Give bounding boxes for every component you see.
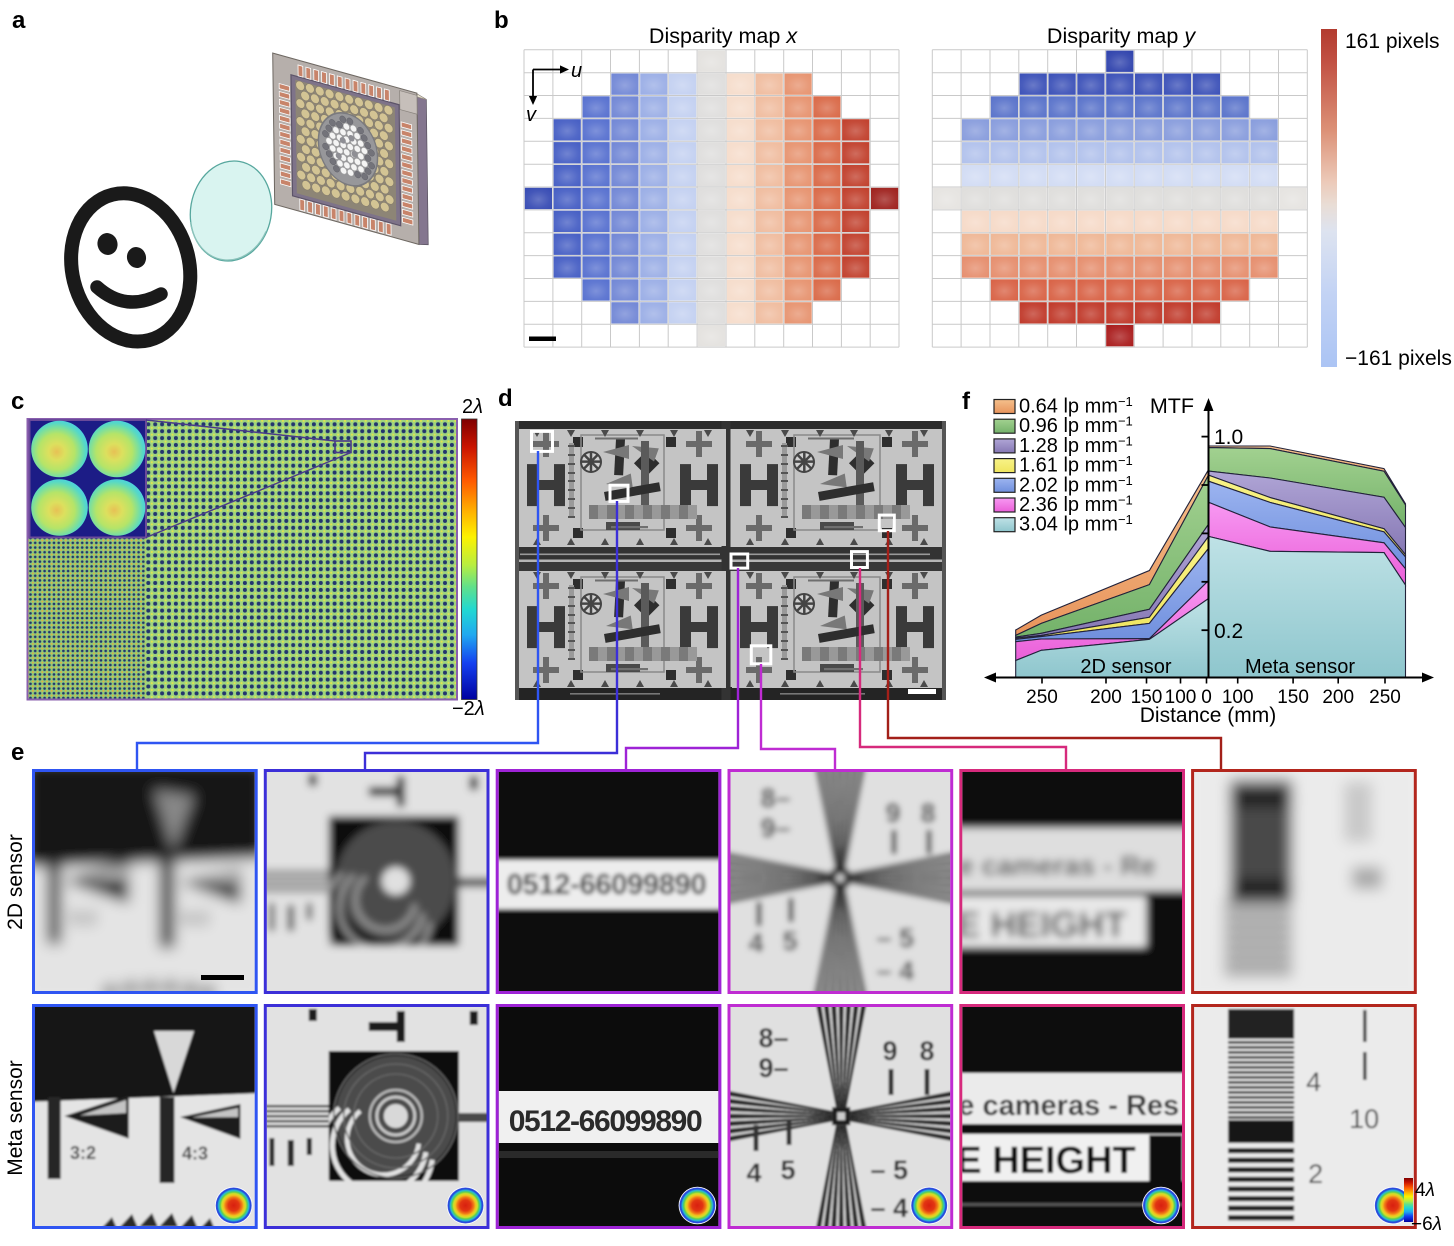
svg-text:0.96 lp mm−1: 0.96 lp mm−1 (1019, 414, 1133, 438)
svg-text:E HEIGHT: E HEIGHT (956, 1140, 1135, 1182)
svg-text:– 5: – 5 (871, 1155, 909, 1185)
svg-text:v: v (526, 104, 537, 126)
svg-text:150: 150 (1131, 687, 1163, 708)
svg-text:Meta sensor: Meta sensor (4, 1060, 27, 1176)
svg-text:0512-66099890: 0512-66099890 (507, 869, 707, 901)
svg-text:2D sensor: 2D sensor (4, 834, 27, 930)
svg-text:e cameras - Re: e cameras - Re (958, 850, 1156, 881)
svg-text:8–: 8– (759, 1023, 789, 1053)
svg-text:2.36 lp mm−1: 2.36 lp mm−1 (1019, 493, 1133, 517)
svg-text:a: a (12, 7, 26, 34)
svg-text:2λ: 2λ (462, 396, 483, 418)
svg-text:10: 10 (1349, 1104, 1379, 1134)
svg-text:3:2: 3:2 (70, 908, 96, 928)
svg-text:5: 5 (781, 1155, 796, 1185)
svg-text:100: 100 (1222, 687, 1254, 708)
svg-text:9–: 9– (761, 813, 791, 843)
svg-text:1.0: 1.0 (1214, 426, 1243, 449)
svg-text:Meta sensor: Meta sensor (1245, 656, 1355, 678)
svg-text:2.02 lp mm−1: 2.02 lp mm−1 (1019, 473, 1133, 497)
svg-text:8: 8 (920, 1036, 935, 1066)
svg-text:0512-66099890: 0512-66099890 (509, 1105, 703, 1138)
svg-text:Distance (mm): Distance (mm) (1140, 704, 1277, 727)
svg-text:0: 0 (1201, 687, 1212, 708)
svg-text:3.04 lp mm−1: 3.04 lp mm−1 (1019, 512, 1133, 536)
svg-text:−161 pixels: −161 pixels (1345, 347, 1452, 370)
svg-text:d: d (498, 385, 513, 412)
svg-text:4:3: 4:3 (182, 909, 208, 929)
svg-text:– 4: – 4 (871, 1193, 909, 1223)
svg-text:−6λ: −6λ (1411, 1214, 1442, 1235)
svg-text:5: 5 (783, 926, 798, 956)
svg-text:250: 250 (1369, 687, 1401, 708)
svg-text:b: b (494, 7, 509, 34)
svg-text:−2λ: −2λ (452, 698, 485, 720)
svg-text:100: 100 (1165, 687, 1197, 708)
svg-text:c: c (11, 388, 24, 415)
svg-text:u: u (571, 60, 582, 82)
svg-text:Disparity map y: Disparity map y (1047, 24, 1196, 48)
svg-text:4: 4 (749, 928, 764, 958)
svg-text:2D sensor: 2D sensor (1080, 656, 1171, 678)
svg-text:e: e (11, 739, 24, 766)
svg-text:9–: 9– (759, 1053, 789, 1083)
svg-text:0.2: 0.2 (1214, 620, 1243, 643)
svg-text:e cameras - Res: e cameras - Res (958, 1090, 1179, 1122)
svg-text:250: 250 (1026, 687, 1058, 708)
svg-text:1.28 lp mm−1: 1.28 lp mm−1 (1019, 433, 1133, 457)
svg-text:4:3: 4:3 (182, 1144, 208, 1164)
svg-text:1.61 lp mm−1: 1.61 lp mm−1 (1019, 453, 1133, 477)
svg-text:161 pixels: 161 pixels (1345, 30, 1440, 53)
svg-text:Disparity map x: Disparity map x (649, 24, 798, 48)
svg-text:4: 4 (747, 1158, 762, 1188)
svg-text:8: 8 (921, 798, 936, 828)
svg-text:8–: 8– (761, 783, 791, 813)
svg-text:4λ: 4λ (1415, 1180, 1435, 1201)
svg-text:MTF: MTF (1150, 394, 1194, 418)
svg-text:9: 9 (886, 798, 901, 828)
svg-text:– 4: – 4 (877, 956, 915, 986)
svg-text:9: 9 (883, 1036, 898, 1066)
svg-text:2: 2 (1308, 1159, 1323, 1189)
svg-text:– 5: – 5 (877, 923, 915, 953)
svg-text:f: f (962, 388, 971, 415)
svg-text:0.64 lp mm−1: 0.64 lp mm−1 (1019, 394, 1133, 418)
svg-text:4: 4 (1306, 1067, 1321, 1097)
svg-text:200: 200 (1090, 687, 1122, 708)
svg-text:3:2: 3:2 (70, 1143, 96, 1163)
svg-text:200: 200 (1322, 687, 1354, 708)
svg-text:E HEIGHT: E HEIGHT (956, 904, 1126, 945)
svg-text:150: 150 (1277, 687, 1309, 708)
